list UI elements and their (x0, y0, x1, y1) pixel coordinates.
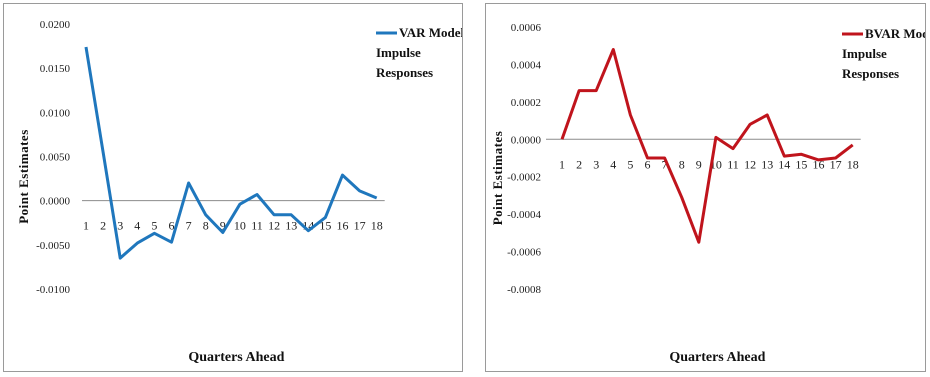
x-tick-label: 9 (696, 157, 702, 171)
x-tick-label: 8 (679, 157, 685, 171)
series-line (84, 46, 378, 260)
y-tick-label: 0.0050 (40, 152, 71, 164)
bvar-chart-panel: 0.0006 0.0004 0.0002 0.0000 -0.0002 -0.0004 -0… (485, 3, 926, 372)
y-tick-label: -0.0004 (507, 209, 541, 221)
x-tick-label: 10 (234, 219, 246, 233)
x-tick-label: 7 (662, 157, 668, 171)
y-tick-label: 0.0000 (511, 134, 542, 146)
x-tick-label: 5 (151, 219, 157, 233)
x-tick-label: 17 (354, 219, 366, 233)
y-tick-label: -0.0008 (507, 284, 541, 296)
legend-label: Impulse (376, 45, 421, 60)
legend-label: BVAR Model (865, 26, 925, 41)
x-tick-label: 14 (778, 157, 790, 171)
legend-label: Responses (842, 66, 899, 81)
x-tick-label: 7 (186, 219, 192, 233)
y-tick-label: 0.0002 (511, 97, 541, 109)
y-tick-label: -0.0002 (507, 172, 541, 184)
x-tick-label: 12 (268, 219, 280, 233)
x-tick-label: 1 (559, 157, 565, 171)
x-tick-label: 1 (83, 219, 89, 233)
legend-label: Responses (376, 65, 433, 80)
x-tick-label: 2 (100, 219, 106, 233)
y-tick-label: 0.0004 (511, 59, 542, 71)
y-axis-label: Point Estimates (490, 131, 505, 226)
var-chart-panel: 0.0200 0.0150 0.0100 0.0050 0.0000 -0.0050 -0.… (3, 3, 463, 372)
x-axis-label: Quarters Ahead (188, 350, 284, 365)
y-tick-label: -0.0006 (507, 247, 541, 259)
x-tick-label: 18 (847, 157, 859, 171)
x-tick-label: 6 (645, 157, 651, 171)
x-axis-label: Quarters Ahead (669, 350, 765, 365)
y-tick-label: -0.0050 (36, 240, 70, 252)
x-tick-label: 6 (169, 219, 175, 233)
x-tick-label: 13 (761, 157, 773, 171)
legend-label: Impulse (842, 46, 887, 61)
var-impulse-chart: 0.0200 0.0150 0.0100 0.0050 0.0000 -0.0050 -0.… (16, 19, 462, 365)
x-tick-label: 5 (627, 157, 633, 171)
x-tick-label: 15 (795, 157, 807, 171)
y-tick-label: 0.0006 (511, 22, 542, 34)
y-tick-label: 0.0200 (40, 19, 71, 31)
x-tick-label: 4 (134, 219, 140, 233)
y-axis-label: Point Estimates (16, 129, 31, 224)
legend-label: VAR Model (399, 25, 462, 40)
bvar-impulse-chart: 0.0006 0.0004 0.0002 0.0000 -0.0002 -0.0004 -0… (490, 22, 925, 365)
y-tick-label: -0.0100 (36, 284, 70, 296)
y-tick-label: 0.0100 (40, 107, 71, 119)
x-tick-label: 2 (576, 157, 582, 171)
x-tick-label: 11 (727, 157, 739, 171)
x-tick-label: 18 (371, 219, 383, 233)
x-tick-label: 9 (220, 219, 226, 233)
x-tick-label: 15 (319, 219, 331, 233)
x-tick-label: 3 (593, 157, 599, 171)
x-tick-label: 11 (251, 219, 263, 233)
x-tick-label: 13 (285, 219, 297, 233)
x-tick-label: 17 (830, 157, 842, 171)
x-tick-label: 12 (744, 157, 756, 171)
x-tick-label: 16 (337, 219, 349, 233)
x-tick-label: 3 (117, 219, 123, 233)
y-tick-label: 0.0000 (40, 196, 71, 208)
x-tick-label: 4 (610, 157, 616, 171)
series-line (560, 48, 854, 244)
x-tick-label: 8 (203, 219, 209, 233)
y-tick-label: 0.0150 (40, 63, 71, 75)
